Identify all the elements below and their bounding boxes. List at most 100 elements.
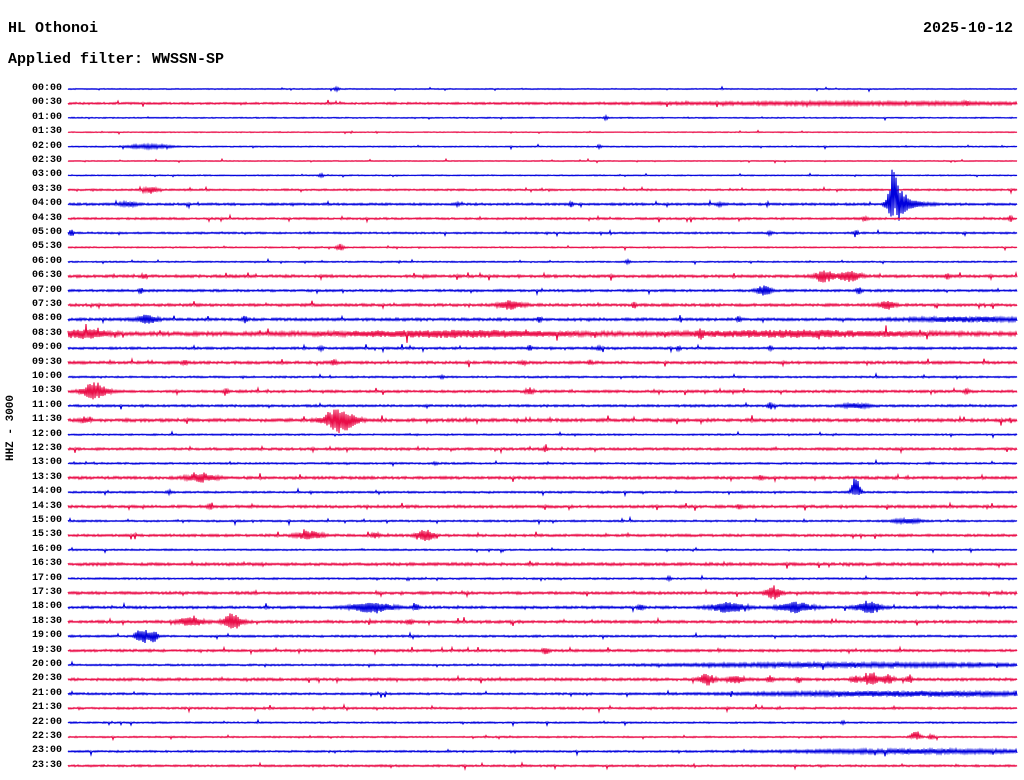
- time-label: 13:00: [31, 457, 62, 469]
- time-label: 23:30: [31, 759, 62, 771]
- time-label: 02:00: [31, 140, 62, 152]
- time-label: 23:00: [31, 745, 62, 757]
- trace-row-1930: [67, 645, 1018, 656]
- time-label: 21:30: [31, 702, 62, 714]
- time-label: 06:00: [31, 255, 62, 267]
- trace-row-1130: [67, 409, 1018, 434]
- trace-row-0130: [67, 129, 1018, 136]
- applied-filter-label: Applied filter: WWSSN-SP: [8, 51, 225, 68]
- time-label: 03:00: [31, 169, 62, 181]
- time-label: 22:00: [31, 716, 62, 728]
- trace-row-0230: [67, 157, 1018, 164]
- time-label: 05:30: [31, 241, 62, 253]
- trace-row-0030: [67, 99, 1018, 109]
- trace-row-1730: [67, 585, 1018, 600]
- time-label: 09:00: [31, 342, 62, 354]
- trace-row-0200: [67, 142, 1018, 151]
- trace-row-1000: [67, 372, 1018, 381]
- trace-row-1300: [67, 458, 1018, 468]
- time-label: 01:00: [31, 111, 62, 123]
- trace-row-1530: [67, 529, 1018, 542]
- time-label: 00:00: [31, 83, 62, 94]
- trace-row-1100: [67, 401, 1018, 411]
- trace-row-2130: [67, 703, 1018, 714]
- trace-row-0100: [67, 113, 1018, 122]
- time-label: 18:00: [31, 601, 62, 613]
- station-title: HL Othonoi: [8, 20, 99, 37]
- time-label: 14:00: [31, 486, 62, 498]
- time-label: 06:30: [31, 270, 62, 282]
- trace-row-2000: [67, 660, 1018, 670]
- time-label: 00:30: [31, 97, 62, 109]
- time-label: 11:30: [31, 414, 62, 426]
- trace-row-0000: [67, 85, 1018, 93]
- trace-row-0400: [67, 169, 1018, 221]
- time-label: 16:00: [31, 543, 62, 555]
- trace-row-0730: [67, 300, 1018, 311]
- trace-row-1030: [67, 382, 1018, 400]
- time-label: 19:00: [31, 630, 62, 642]
- trace-row-2300: [67, 746, 1018, 757]
- trace-row-1230: [67, 444, 1018, 455]
- time-label: 19:30: [31, 644, 62, 656]
- time-label: 04:30: [31, 212, 62, 224]
- time-label: 03:30: [31, 183, 62, 195]
- time-label: 05:00: [31, 227, 62, 238]
- time-label: 15:30: [31, 529, 62, 541]
- trace-row-0530: [67, 243, 1018, 252]
- trace-row-0800: [67, 314, 1018, 325]
- trace-row-1500: [67, 515, 1018, 527]
- time-label: 07:30: [31, 299, 62, 310]
- time-label: 17:00: [31, 572, 62, 584]
- time-label: 09:30: [31, 356, 62, 368]
- trace-row-2330: [67, 761, 1018, 772]
- trace-row-0430: [67, 213, 1018, 224]
- trace-row-0330: [67, 185, 1018, 195]
- time-label: 14:30: [31, 500, 62, 512]
- trace-row-1330: [67, 472, 1018, 484]
- time-label: 10:30: [31, 385, 62, 397]
- trace-row-2230: [67, 731, 1018, 742]
- trace-row-1630: [67, 560, 1018, 569]
- time-label: 12:30: [31, 443, 62, 454]
- time-label: 15:00: [31, 515, 62, 526]
- time-label: 17:30: [31, 587, 62, 598]
- time-label: 13:30: [31, 471, 62, 483]
- time-label: 08:30: [31, 327, 62, 339]
- time-label: 11:00: [31, 399, 62, 411]
- trace-row-0630: [67, 270, 1018, 283]
- record-date: 2025-10-12: [922, 20, 1013, 37]
- trace-row-0500: [67, 228, 1018, 238]
- time-label: 10:00: [31, 371, 62, 382]
- trace-row-1430: [67, 501, 1018, 512]
- time-label: 16:30: [31, 558, 62, 570]
- trace-row-0830: [67, 324, 1018, 343]
- trace-group: [67, 85, 1018, 772]
- trace-row-2200: [67, 718, 1018, 728]
- time-label: 01:30: [31, 126, 62, 138]
- trace-row-1830: [67, 613, 1018, 629]
- time-label: 08:00: [31, 313, 62, 325]
- trace-row-0700: [67, 285, 1018, 297]
- time-label: 20:00: [31, 659, 62, 670]
- trace-row-0930: [67, 357, 1018, 368]
- trace-row-1400: [67, 478, 1018, 498]
- trace-row-0900: [67, 343, 1018, 354]
- time-label: 04:00: [31, 198, 62, 210]
- time-label: 22:30: [31, 731, 62, 742]
- trace-row-0300: [67, 172, 1018, 179]
- trace-row-0600: [67, 257, 1018, 266]
- trace-row-1800: [67, 600, 1018, 614]
- trace-row-1200: [67, 430, 1018, 439]
- time-label: 12:00: [31, 428, 62, 440]
- trace-row-2030: [67, 672, 1018, 686]
- time-label: 21:00: [31, 687, 62, 699]
- time-label: 18:30: [31, 615, 62, 627]
- trace-row-1900: [67, 630, 1018, 643]
- trace-row-1600: [67, 546, 1018, 554]
- trace-row-1700: [67, 574, 1018, 583]
- trace-row-2100: [67, 689, 1018, 699]
- time-label: 07:00: [31, 284, 62, 296]
